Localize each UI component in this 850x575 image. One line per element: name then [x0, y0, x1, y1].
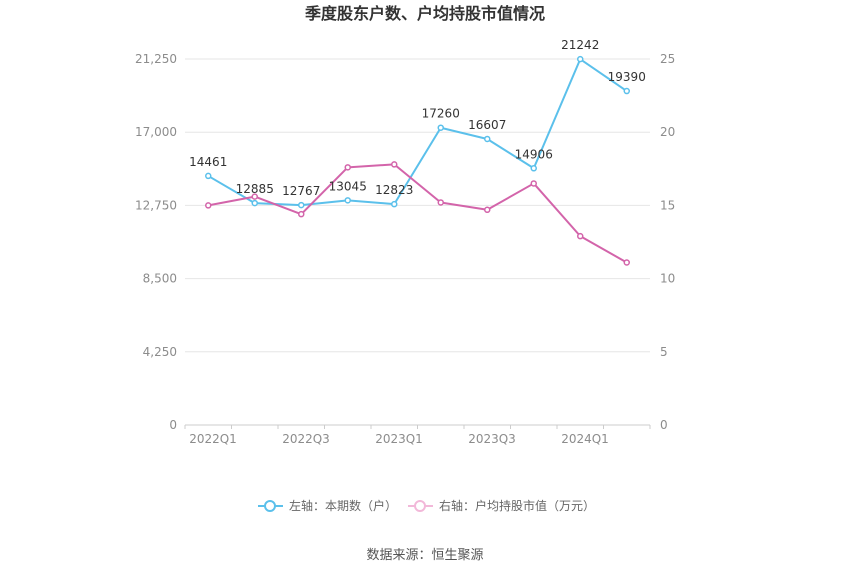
legend-marker-series-2: [414, 500, 426, 512]
legend-item-series-2[interactable]: 右轴：户均持股市值（万元）: [408, 498, 595, 513]
series-2-point[interactable]: [623, 259, 630, 266]
legend-label-series-2: 右轴：户均持股市值（万元）: [439, 498, 595, 513]
x-tick-label: 2024Q1: [561, 432, 609, 446]
data-label: 14461: [189, 155, 227, 169]
left-tick-label: 8,500: [143, 272, 177, 286]
series-1-point[interactable]: [344, 197, 351, 204]
series-1-point[interactable]: [251, 199, 258, 207]
series-2-point[interactable]: [251, 193, 258, 200]
left-tick-label: 17,000: [135, 125, 177, 139]
x-tick-label: 2023Q1: [375, 432, 423, 446]
data-label: 12885: [236, 182, 274, 196]
data-label: 14906: [515, 147, 553, 161]
series-2-point[interactable]: [298, 210, 305, 218]
series-2-point[interactable]: [577, 232, 584, 240]
x-tick-label: 2022Q3: [282, 432, 330, 446]
data-label: 13045: [329, 179, 367, 193]
x-tick-label: 2022Q1: [189, 432, 237, 446]
series-line-2: [208, 163, 628, 264]
series-2-point[interactable]: [391, 161, 398, 168]
data-label: 21242: [561, 38, 599, 52]
left-tick-label: 21,250: [135, 52, 177, 66]
data-label: 12767: [282, 184, 320, 198]
legend-marker-series-1: [264, 500, 276, 512]
x-tick-label: 2023Q3: [468, 432, 516, 446]
left-axis-ticks: 0 4,250 8,500 12,750 17,000 21,250: [135, 52, 177, 432]
right-tick-label: 5: [660, 345, 668, 359]
data-label: 12823: [375, 183, 413, 197]
right-tick-label: 10: [660, 272, 675, 286]
series-1-point[interactable]: [623, 87, 630, 95]
left-tick-label: 12,750: [135, 198, 177, 212]
series-1-point[interactable]: [577, 55, 584, 63]
series-2-point[interactable]: [205, 202, 212, 209]
series-1-point[interactable]: [530, 165, 537, 172]
right-axis-ticks: 0 5 10 15 20 25: [660, 52, 675, 432]
legend: 左轴：本期数（户） 右轴：户均持股市值（万元）: [258, 498, 595, 513]
x-axis-ticks: 2022Q1 2022Q3 2023Q1 2023Q3 2024Q1: [184, 425, 651, 446]
series-2-point[interactable]: [484, 206, 491, 214]
data-label: 16607: [468, 118, 506, 132]
series-1-point[interactable]: [484, 135, 491, 143]
series-1-point[interactable]: [205, 172, 212, 180]
series-1-point[interactable]: [298, 201, 305, 209]
data-labels: 14461 12885 12767 13045 12823 17260 16607 14906…: [189, 38, 646, 198]
data-label: 17260: [422, 107, 460, 121]
right-tick-label: 20: [660, 125, 675, 139]
legend-label-series-1: 左轴：本期数（户）: [289, 498, 397, 513]
series-1-point[interactable]: [391, 200, 398, 208]
grid: [185, 58, 650, 426]
legend-item-series-1[interactable]: 左轴：本期数（户）: [258, 498, 397, 513]
right-tick-label: 0: [660, 418, 668, 432]
series-2-point[interactable]: [437, 199, 444, 206]
left-tick-label: 4,250: [143, 345, 177, 359]
source-note: 数据来源：恒生聚源: [366, 548, 483, 563]
series-2-point[interactable]: [344, 164, 351, 171]
series-2-point[interactable]: [530, 180, 537, 187]
series-lines: [205, 55, 630, 266]
data-label: 19390: [608, 70, 646, 84]
series-1-point[interactable]: [437, 124, 444, 131]
series-line-1: [207, 58, 628, 207]
right-tick-label: 25: [660, 52, 675, 66]
left-tick-label: 0: [169, 418, 177, 432]
chart-title: 季度股东户数、户均持股市值情况: [304, 4, 545, 23]
right-tick-label: 15: [660, 198, 675, 212]
